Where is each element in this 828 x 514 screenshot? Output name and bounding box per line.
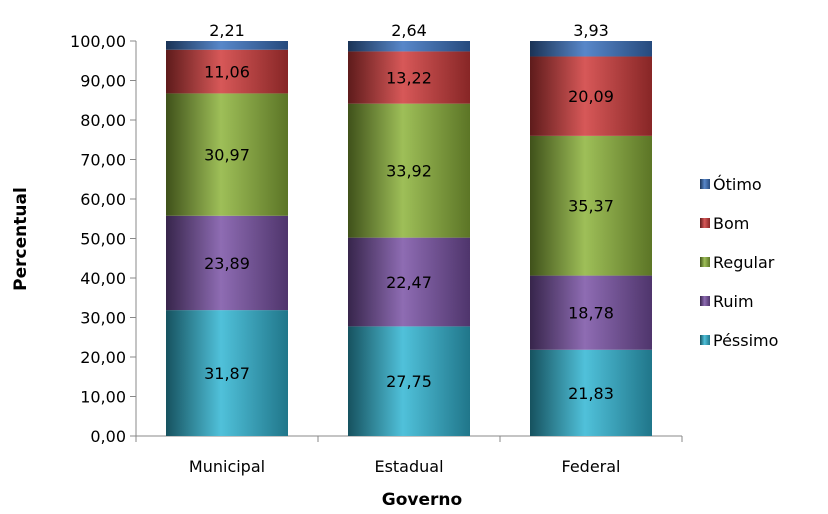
- y-tick-label: 90,00: [80, 72, 126, 91]
- bar-segment-pessimo-federal: [530, 349, 652, 436]
- y-tick-label: 40,00: [80, 269, 126, 288]
- legend-label: Ótimo: [713, 175, 762, 194]
- axes: 0,00 10,00 20,00 30,00 40,00 50,00 60,00 70,00 8…: [70, 32, 683, 476]
- bar-segment-pessimo-municipal: [166, 310, 288, 436]
- legend-swatch: [700, 335, 710, 345]
- bar-segment-otimo-estadual: [348, 41, 470, 52]
- legend-label: Péssimo: [713, 331, 778, 350]
- data-label: 27,75: [386, 372, 432, 391]
- y-tick-label: 0,00: [90, 427, 126, 446]
- legend: Ótimo Bom Regular Ruim Péssimo: [700, 175, 778, 350]
- legend-swatch: [700, 296, 710, 306]
- data-label: 2,64: [391, 21, 427, 40]
- bar-segment-otimo-federal: [530, 41, 652, 57]
- data-label: 33,92: [386, 162, 432, 181]
- x-tick-label: Federal: [562, 457, 621, 476]
- data-label: 11,06: [204, 63, 250, 82]
- y-axis-title: Percentual: [11, 187, 31, 291]
- data-labels: 31,87 23,89 30,97 11,06 2,21 27,75 22,47 33,92 1…: [204, 21, 614, 403]
- legend-label: Bom: [713, 214, 749, 233]
- legend-swatch: [700, 257, 710, 267]
- legend-label: Regular: [713, 253, 775, 272]
- y-tick-label: 100,00: [70, 32, 126, 51]
- data-label: 20,09: [568, 87, 614, 106]
- bars: [166, 41, 652, 436]
- bar-segment-bom-municipal: [166, 49, 288, 94]
- data-label: 23,89: [204, 254, 250, 273]
- y-tick-label: 10,00: [80, 388, 126, 407]
- data-label: 2,21: [209, 21, 245, 40]
- data-label: 35,37: [568, 197, 614, 216]
- data-label: 31,87: [204, 364, 250, 383]
- data-label: 3,93: [573, 21, 609, 40]
- y-tick-label: 60,00: [80, 190, 126, 209]
- bar-segment-ruim-federal: [530, 275, 652, 350]
- legend-swatch: [700, 179, 710, 189]
- data-label: 30,97: [204, 146, 250, 165]
- x-axis-title: Governo: [382, 490, 462, 510]
- y-tick-label: 30,00: [80, 309, 126, 328]
- legend-swatch: [700, 218, 710, 228]
- y-tick-label: 50,00: [80, 230, 126, 249]
- bar-segment-bom-estadual: [348, 51, 470, 104]
- y-tick-label: 70,00: [80, 151, 126, 170]
- x-tick-label: Estadual: [374, 457, 443, 476]
- bar-segment-regular-estadual: [348, 103, 470, 238]
- y-tick-label: 80,00: [80, 111, 126, 130]
- data-label: 21,83: [568, 384, 614, 403]
- data-label: 13,22: [386, 69, 432, 88]
- bar-segment-ruim-estadual: [348, 237, 470, 327]
- data-label: 22,47: [386, 273, 432, 292]
- bar-segment-bom-federal: [530, 56, 652, 136]
- bar-segment-ruim-municipal: [166, 215, 288, 311]
- bar-segment-regular-federal: [530, 135, 652, 276]
- legend-label: Ruim: [713, 292, 754, 311]
- data-label: 18,78: [568, 304, 614, 323]
- bar-segment-regular-municipal: [166, 93, 288, 216]
- bar-segment-otimo-municipal: [166, 41, 288, 50]
- x-tick-label: Municipal: [189, 457, 265, 476]
- y-tick-label: 20,00: [80, 348, 126, 367]
- bar-segment-pessimo-estadual: [348, 326, 470, 436]
